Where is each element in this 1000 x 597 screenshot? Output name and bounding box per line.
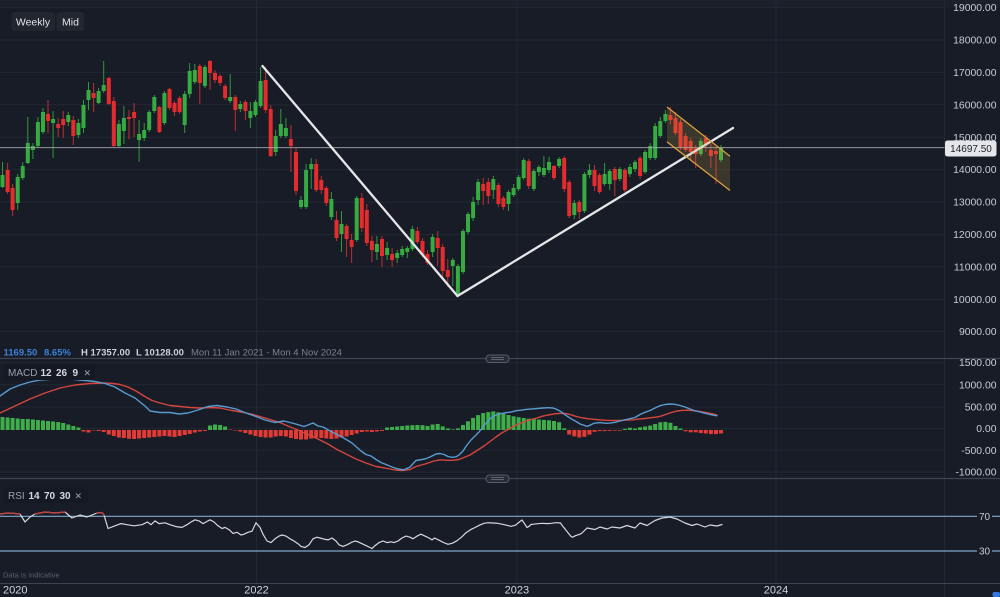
- svg-text:15000.00: 15000.00: [953, 133, 997, 144]
- svg-text:17000.00: 17000.00: [953, 68, 997, 79]
- svg-text:10000.00: 10000.00: [953, 295, 997, 306]
- svg-text:1000.00: 1000.00: [959, 380, 997, 391]
- svg-text:19000.00: 19000.00: [953, 3, 997, 14]
- svg-text:14697.50: 14697.50: [950, 144, 992, 155]
- svg-text:26: 26: [56, 368, 68, 379]
- svg-text:30: 30: [60, 491, 72, 502]
- svg-text:70: 70: [44, 491, 56, 502]
- svg-text:Mid: Mid: [62, 16, 79, 28]
- svg-text:Data is indicative: Data is indicative: [3, 571, 60, 580]
- svg-text:✕: ✕: [75, 491, 83, 501]
- svg-text:9000.00: 9000.00: [959, 327, 997, 338]
- svg-text:0.00: 0.00: [976, 424, 996, 435]
- svg-text:30: 30: [979, 547, 991, 558]
- svg-text:11000.00: 11000.00: [954, 262, 997, 273]
- svg-text:12000.00: 12000.00: [953, 230, 997, 241]
- svg-text:500.00: 500.00: [965, 403, 997, 414]
- svg-text:-1000.00: -1000.00: [955, 468, 996, 479]
- svg-text:8.65%: 8.65%: [44, 347, 71, 358]
- svg-text:Mon 11 Jan 2021 - Mon 4 Nov 20: Mon 11 Jan 2021 - Mon 4 Nov 2024: [191, 347, 342, 358]
- svg-text:-500.00: -500.00: [961, 446, 996, 457]
- svg-text:70: 70: [979, 512, 991, 523]
- svg-text:16000.00: 16000.00: [953, 100, 997, 111]
- svg-text:18000.00: 18000.00: [953, 36, 997, 47]
- svg-text:2023: 2023: [505, 585, 529, 597]
- svg-text:2022: 2022: [244, 585, 268, 597]
- svg-text:1500.00: 1500.00: [959, 358, 997, 369]
- svg-text:14: 14: [29, 491, 41, 502]
- svg-text:L 10128.00: L 10128.00: [136, 347, 184, 358]
- svg-text:H 17357.00: H 17357.00: [81, 347, 130, 358]
- svg-text:12: 12: [41, 368, 53, 379]
- svg-text:9: 9: [73, 368, 79, 379]
- svg-text:13000.00: 13000.00: [953, 198, 997, 209]
- svg-text:1169.50: 1169.50: [4, 347, 38, 358]
- svg-text:RSI: RSI: [8, 491, 25, 502]
- svg-text:14000.00: 14000.00: [953, 165, 997, 176]
- svg-text:✕: ✕: [84, 368, 92, 378]
- svg-text:2020: 2020: [3, 585, 27, 597]
- svg-text:2024: 2024: [764, 585, 788, 597]
- svg-text:Weekly: Weekly: [16, 16, 51, 28]
- svg-text:MACD: MACD: [8, 368, 37, 379]
